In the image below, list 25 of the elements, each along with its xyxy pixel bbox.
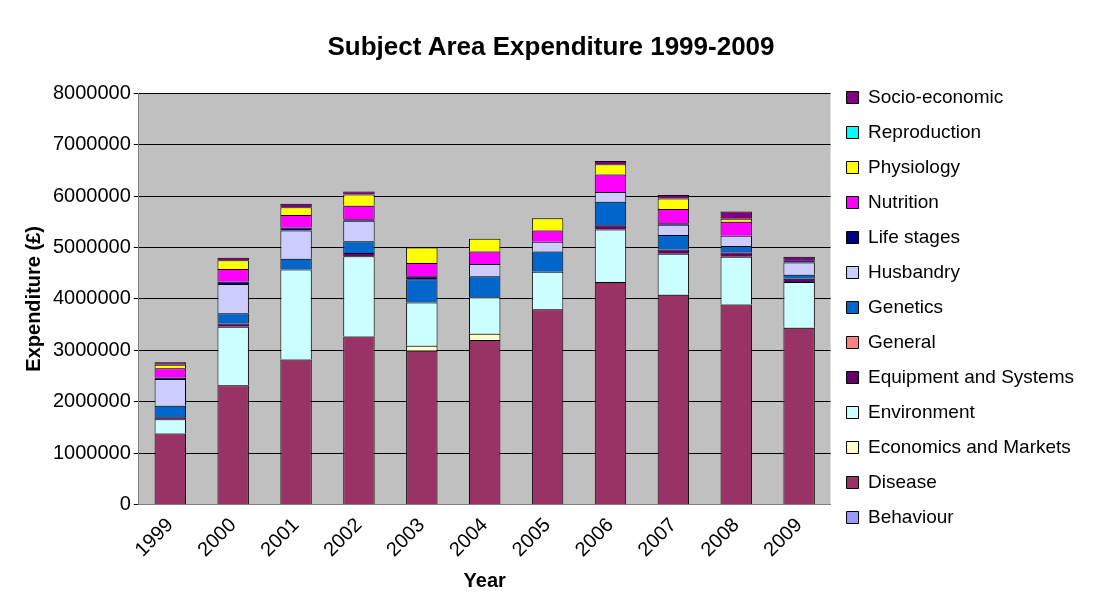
legend-label: Behaviour (868, 505, 955, 527)
y-tick-label: 5000000 (52, 234, 131, 257)
y-tick-label: 7000000 (52, 132, 131, 155)
legend-label: Physiology (868, 155, 961, 177)
legend-label: Disease (868, 470, 937, 492)
y-axis-title: Expenditure (£) (21, 226, 44, 372)
legend-label: Environment (868, 400, 976, 422)
y-tick-label: 3000000 (52, 337, 131, 360)
legend-label: Economics and Markets (868, 435, 1071, 457)
x-axis-title: Year (463, 568, 507, 591)
legend-label: Nutrition (868, 190, 939, 212)
y-tick-label: 1000000 (52, 440, 131, 463)
y-tick-label: 0 (119, 492, 131, 515)
legend-label: Socio-economic (868, 85, 1004, 107)
y-tick-label: 2000000 (52, 389, 131, 412)
y-tick-label: 4000000 (52, 286, 131, 309)
legend-label: Genetics (868, 295, 944, 317)
y-tick-label: 8000000 (52, 80, 131, 103)
legend-label: General (868, 330, 936, 352)
legend-label: Reproduction (868, 120, 982, 142)
legend-label: Husbandry (868, 260, 961, 282)
legend-label: Life stages (868, 225, 960, 247)
y-tick-label: 6000000 (52, 183, 131, 206)
legend-label: Equipment and Systems (868, 365, 1075, 387)
chart-title: Subject Area Expenditure 1999-2009 (327, 30, 775, 61)
